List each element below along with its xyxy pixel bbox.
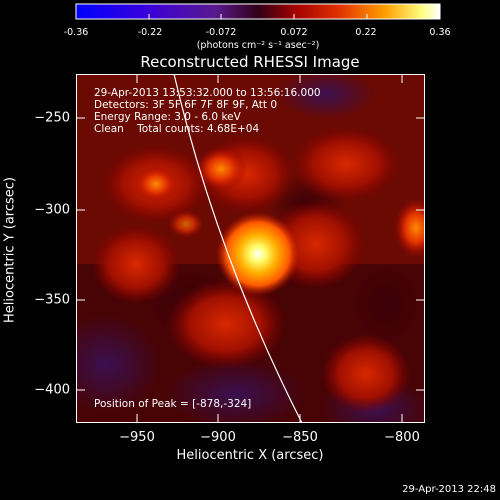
colorbar [75, 3, 441, 20]
clean-counts-label: Clean Total counts: 4.68E+04 [94, 123, 260, 135]
colorbar-tick-label: 0.072 [280, 27, 308, 38]
y-tick-label: −350 [34, 292, 70, 308]
x-tick-label: −850 [282, 430, 318, 445]
colorbar-tick-label: -0.22 [137, 27, 163, 38]
plot-title: Reconstructed RHESSI Image [140, 53, 360, 71]
y-tick-label: −300 [34, 202, 70, 218]
colorbar-tick-label: 0.36 [429, 27, 451, 38]
timestamp: 29-Apr-2013 22:48 [402, 484, 496, 495]
plot-frame [76, 74, 425, 423]
solar-image [76, 74, 425, 423]
y-axis-label: Heliocentric Y (arcsec) [2, 177, 18, 323]
colorbar-tick-label: -0.072 [205, 27, 237, 38]
y-axis-ticks [76, 117, 425, 391]
x-tick-label: −800 [384, 430, 420, 445]
peak-position-label: Position of Peak = [-878,-324] [94, 398, 252, 410]
colorbar-gradient [75, 3, 441, 20]
x-axis-label: Heliocentric X (arcsec) [176, 448, 324, 463]
emission-peak [216, 212, 300, 296]
x-tick-label: −900 [200, 430, 236, 445]
y-tick-label: −400 [34, 382, 70, 398]
solar-limb-line [173, 74, 303, 423]
x-tick-label: −950 [119, 430, 155, 445]
detectors-label: Detectors: 3F 5F 6F 7F 8F 9F, Att 0 [94, 99, 278, 111]
colorbar-tick-label: 0.22 [355, 27, 377, 38]
energy-range-label: Energy Range: 3.0 - 6.0 keV [94, 111, 241, 123]
colorbar-units: (photons cm⁻² s⁻¹ asec⁻²) [196, 40, 320, 51]
colorbar-tick-label: -0.36 [63, 27, 89, 38]
x-axis-ticks [136, 74, 403, 423]
y-tick-label: −250 [34, 110, 70, 126]
time-range-label: 29-Apr-2013 13:53:32.000 to 13:56:16.000 [94, 87, 321, 99]
